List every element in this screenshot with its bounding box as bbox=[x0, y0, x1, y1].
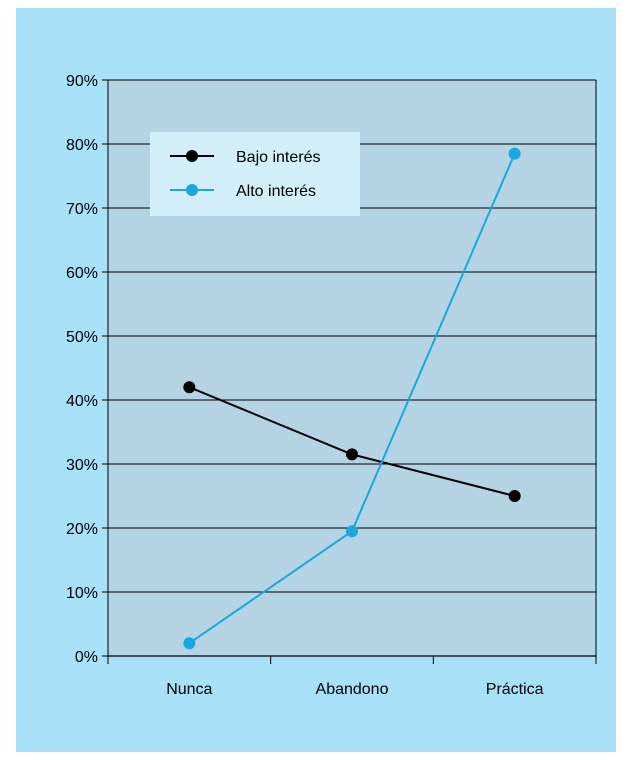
series-1 bbox=[183, 147, 521, 650]
legend-swatch-marker bbox=[186, 184, 198, 196]
data-point bbox=[346, 525, 358, 538]
data-point bbox=[183, 637, 196, 650]
x-tick-label: Nunca bbox=[166, 681, 212, 698]
y-tick-label: 90% bbox=[66, 73, 98, 90]
data-point bbox=[508, 147, 521, 160]
axes bbox=[107, 80, 597, 657]
y-tick-label: 50% bbox=[66, 329, 98, 346]
legend-box bbox=[150, 132, 360, 216]
y-tick-label: 0% bbox=[75, 649, 98, 666]
y-tick-label: 10% bbox=[66, 585, 98, 602]
y-tick-label: 60% bbox=[66, 265, 98, 282]
y-tick-label: 40% bbox=[66, 393, 98, 410]
series-0 bbox=[183, 381, 521, 502]
y-axis-ticks: 0% 10% 20% 30% 40% 50% 60% 70% 80% 90% bbox=[66, 73, 108, 666]
chart-frame: 0% 10% 20% 30% 40% 50% 60% 70% 80% 90% Nunca Aband… bbox=[16, 8, 616, 752]
x-tick-label: Práctica bbox=[486, 681, 544, 698]
legend-label: Alto interés bbox=[236, 183, 316, 200]
x-tick-label: Abandono bbox=[316, 681, 389, 698]
y-tick-label: 70% bbox=[66, 201, 98, 218]
y-tick-label: 30% bbox=[66, 457, 98, 474]
series-group bbox=[183, 147, 521, 650]
legend-label: Bajo interés bbox=[236, 149, 321, 166]
legend-swatch-marker bbox=[186, 150, 198, 162]
legend: Bajo interés Alto interés bbox=[150, 132, 360, 216]
y-tick-label: 80% bbox=[66, 137, 98, 154]
data-point bbox=[183, 381, 196, 394]
y-tick-label: 20% bbox=[66, 521, 98, 538]
data-point bbox=[346, 448, 358, 461]
line-chart: 0% 10% 20% 30% 40% 50% 60% 70% 80% 90% Nunca Aband… bbox=[66, 73, 597, 698]
data-point bbox=[508, 490, 521, 502]
x-axis-ticks: Nunca Abandono Práctica bbox=[107, 656, 597, 698]
